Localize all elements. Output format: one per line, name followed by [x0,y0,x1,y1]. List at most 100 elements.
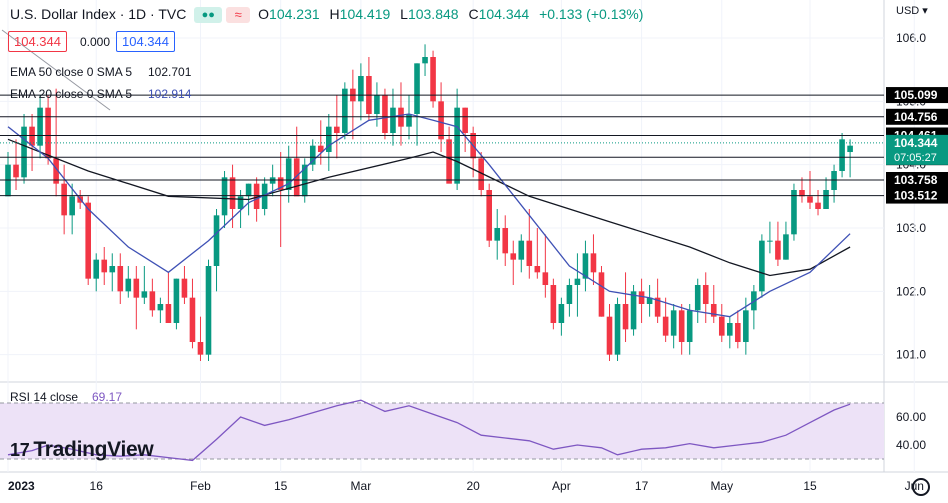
candle-body [53,158,59,184]
candle-body [117,266,124,292]
candle-body [494,228,501,241]
candle-body [438,101,444,140]
candle-body [735,323,741,342]
candle-body [213,215,220,266]
candle-body [422,57,428,64]
current-price-box [886,134,948,165]
tradingview-icon: 17 [10,440,30,460]
ohlc-high-label: H [329,6,340,22]
rsi-band [0,403,884,459]
candle-body [157,304,164,311]
candle-body [702,285,709,304]
candle-body [598,272,605,317]
candle-body [406,114,412,127]
candle-body [807,196,813,203]
candle-body [799,190,805,197]
tradingview-logo[interactable]: 17 TradingView [10,438,154,462]
candle-body [29,126,35,146]
candle-body [261,183,268,209]
ohlc-close: 104.344 [478,6,530,22]
candle-body [5,164,11,197]
candle-body [165,304,172,323]
candle-body [630,291,637,330]
symbol-title[interactable]: U.S. Dollar Index · 1D · TVC [10,6,187,22]
ohlc-high: 104.419 [339,6,391,22]
candle-body [85,202,91,279]
rsi-legend-value: 69.17 [92,390,123,404]
buy-price-box[interactable]: 104.344 [116,31,175,52]
candle-body [430,57,436,102]
candle-body [173,278,180,323]
candle-body [221,177,228,216]
candle-body [606,316,613,355]
gear-icon[interactable] [912,478,930,496]
ohlc-open-label: O [258,6,270,22]
wave-icon[interactable]: ≈ [226,7,251,24]
chevron-down-icon: ▾ [922,5,928,17]
candle-body [334,126,340,133]
candle-body [510,253,517,260]
candle-body [646,297,653,304]
time-tick-label: Mar [351,479,372,493]
spread-value: 0.000 [80,35,111,49]
candle-body [133,278,140,298]
candle-body [759,240,765,292]
candle-body [189,297,196,342]
candle-body [694,285,701,311]
current-price-label: 104.344 [894,136,938,150]
bar-countdown: 07:05:27 [894,152,937,164]
ema50-line [7,138,851,277]
candle-body [743,310,749,342]
ohlc-open: 104.231 [269,6,320,22]
candle-body [486,190,492,241]
candle-body [823,190,829,209]
time-tick-label: 2023 [8,479,35,493]
candle-body [309,145,316,165]
price-tick-label: 103.0 [896,221,926,235]
candle-body [574,278,581,285]
candle-body [558,304,565,323]
level-label: 103.758 [894,173,938,187]
brand-name: TradingView [33,438,154,461]
candle-body [542,272,549,285]
candle-body [767,240,773,242]
candle-body [205,266,212,355]
rsi-legend-label[interactable]: RSI 14 close [10,390,79,404]
sell-price-box[interactable]: 104.344 [8,31,67,52]
level-label: 105.099 [894,88,938,102]
candle-body [831,171,837,190]
candle-body [374,95,380,114]
ema50-legend-label[interactable]: EMA 50 close 0 SMA 5 [10,65,133,79]
ema20-legend-label[interactable]: EMA 20 close 0 SMA 5 [10,87,133,101]
candle-body [654,297,661,317]
candle-body [454,107,460,184]
candle-body [342,88,348,133]
chart-header: U.S. Dollar Index · 1D · TVC ●● ≈ O104.23… [10,6,643,24]
candle-body [718,316,725,336]
candle-body [245,183,252,197]
candle-body [181,278,188,298]
candle-body [566,285,573,304]
candle-body [590,253,597,273]
candle-body [638,291,645,304]
rsi-tick-label: 40.00 [896,438,926,452]
candle-body [45,107,51,159]
candle-body [141,291,148,298]
candle-body [502,228,509,254]
candle-body [69,196,75,216]
candle-body [229,177,236,209]
candle-body [462,107,468,133]
candle-body [390,107,396,133]
candle-body [815,202,821,209]
candle-body [614,304,621,355]
candle-body [582,253,589,279]
ohlc-close-label: C [468,6,479,22]
time-tick-label: 20 [466,479,480,493]
currency-selector[interactable]: USD ▾ [896,4,928,17]
candle-body [37,107,43,146]
market-status-icon[interactable]: ●● [194,7,223,24]
time-tick-label: May [710,479,733,493]
price-tick-label: 101.0 [896,348,926,362]
candle-body [727,323,733,336]
